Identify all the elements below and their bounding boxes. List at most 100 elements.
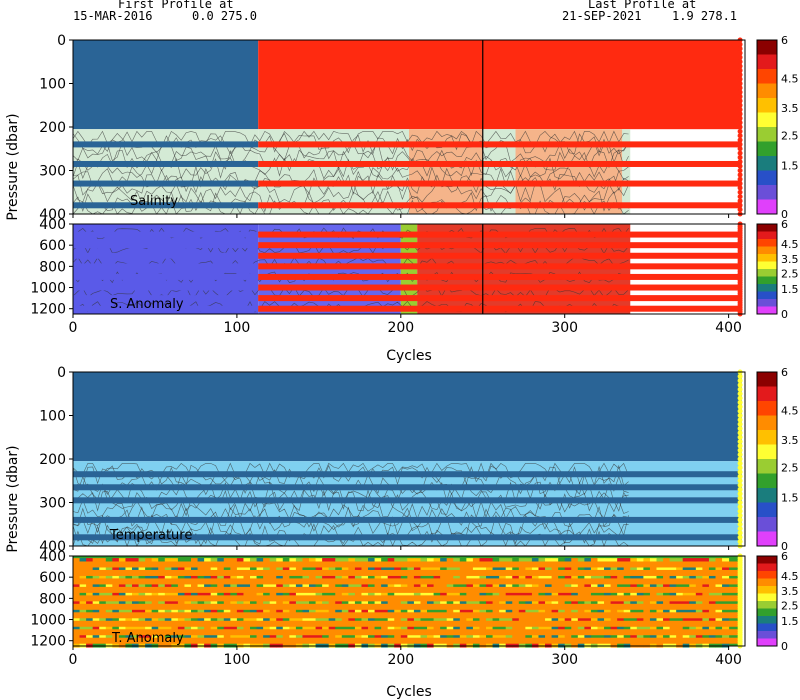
anomaly-cell xyxy=(387,583,395,589)
anomaly-cell xyxy=(689,575,697,580)
anomaly-cell xyxy=(289,583,297,589)
y-tick-label: 300 xyxy=(39,164,66,180)
anomaly-cell xyxy=(86,575,94,580)
anomaly-cell xyxy=(204,558,212,563)
anomaly-cell xyxy=(348,575,356,580)
anomaly-cell xyxy=(505,608,513,614)
anomaly-cell xyxy=(132,634,140,640)
band-left xyxy=(73,305,259,312)
colorbar-swatch xyxy=(757,284,777,292)
anomaly-cell xyxy=(564,642,572,648)
anomaly-cell xyxy=(197,600,205,606)
anomaly-cell xyxy=(708,617,716,623)
anomaly-cell xyxy=(649,634,657,640)
first-profile-values: 0.0 275.0 xyxy=(192,9,258,23)
anomaly-cell xyxy=(505,625,513,631)
anomaly-cell xyxy=(492,566,500,572)
profile-dot xyxy=(737,198,743,204)
anomaly-cell xyxy=(590,600,598,606)
anomaly-cell xyxy=(669,566,677,572)
anomaly-cell xyxy=(505,642,513,648)
anomaly-cell xyxy=(171,642,179,648)
colorbar-swatch xyxy=(757,623,777,632)
anomaly-cell xyxy=(722,642,730,648)
profile-dot xyxy=(737,408,743,414)
anomaly-cell xyxy=(558,575,566,580)
anomaly-cell xyxy=(86,566,94,572)
anomaly-cell xyxy=(361,617,369,623)
anomaly-cell xyxy=(263,575,271,580)
anomaly-cell xyxy=(440,566,448,572)
anomaly-cell xyxy=(276,608,284,614)
anomaly-cell xyxy=(374,617,382,623)
anomaly-cell xyxy=(105,600,113,606)
anomaly-cell xyxy=(368,575,376,580)
anomaly-cell xyxy=(617,642,625,648)
anomaly-cell xyxy=(433,642,441,648)
anomaly-cell xyxy=(433,566,441,572)
anomaly-cell xyxy=(79,608,87,614)
band-left xyxy=(73,231,259,238)
anomaly-cell xyxy=(407,600,415,606)
profile-dot xyxy=(737,115,743,121)
anomaly-cell xyxy=(210,642,218,648)
anomaly-cell xyxy=(99,583,107,589)
anomaly-cell xyxy=(453,600,461,606)
y-tick-label: 400 xyxy=(39,217,66,233)
anomaly-cell xyxy=(184,642,192,648)
anomaly-cell xyxy=(112,642,120,648)
profile-dot xyxy=(737,373,743,379)
anomaly-cell xyxy=(302,592,310,597)
anomaly-cell xyxy=(663,625,671,631)
anomaly-cell xyxy=(715,575,723,580)
anomaly-cell xyxy=(223,575,231,580)
anomaly-cell xyxy=(125,566,133,572)
anomaly-cell xyxy=(177,558,185,563)
anomaly-cell xyxy=(656,625,664,631)
anomaly-cell xyxy=(302,625,310,631)
profile-dot xyxy=(737,482,743,488)
anomaly-cell xyxy=(328,625,336,631)
anomaly-cell xyxy=(492,558,500,563)
anomaly-cell xyxy=(394,617,402,623)
anomaly-cell xyxy=(394,600,402,606)
profile-dot xyxy=(737,530,743,536)
band-right xyxy=(258,231,742,238)
anomaly-cell xyxy=(400,566,408,572)
anomaly-cell xyxy=(669,634,677,640)
anomaly-cell xyxy=(440,558,448,563)
anomaly-cell xyxy=(145,617,153,623)
anomaly-cell xyxy=(73,575,81,580)
anomaly-cell xyxy=(315,634,323,640)
anomaly-cell xyxy=(210,608,218,614)
anomaly-cell xyxy=(682,608,690,614)
colorbar-swatch xyxy=(757,593,777,602)
anomaly-cell xyxy=(276,634,284,640)
anomaly-cell xyxy=(472,634,480,640)
anomaly-cell xyxy=(715,634,723,640)
anomaly-cell xyxy=(702,608,710,614)
anomaly-cell xyxy=(400,608,408,614)
anomaly-cell xyxy=(538,642,546,648)
anomaly-cell xyxy=(112,558,120,563)
anomaly-cell xyxy=(118,600,126,606)
anomaly-cell xyxy=(328,634,336,640)
profile-dot xyxy=(737,207,743,213)
anomaly-cell xyxy=(223,634,231,640)
anomaly-cell xyxy=(79,566,87,572)
anomaly-cell xyxy=(505,575,513,580)
anomaly-cell xyxy=(151,575,159,580)
anomaly-cell xyxy=(486,575,494,580)
anomaly-cell xyxy=(571,583,579,589)
anomaly-cell xyxy=(676,575,684,580)
anomaly-cell xyxy=(132,608,140,614)
anomaly-cell xyxy=(184,600,192,606)
profile-dot xyxy=(737,94,743,100)
anomaly-cell xyxy=(171,625,179,631)
colorbar-label: 1.5 xyxy=(781,159,799,172)
band-left xyxy=(73,202,259,209)
anomaly-cell xyxy=(354,558,362,563)
anomaly-cell xyxy=(413,558,421,563)
band-right xyxy=(258,305,742,312)
anomaly-cell xyxy=(545,583,553,589)
